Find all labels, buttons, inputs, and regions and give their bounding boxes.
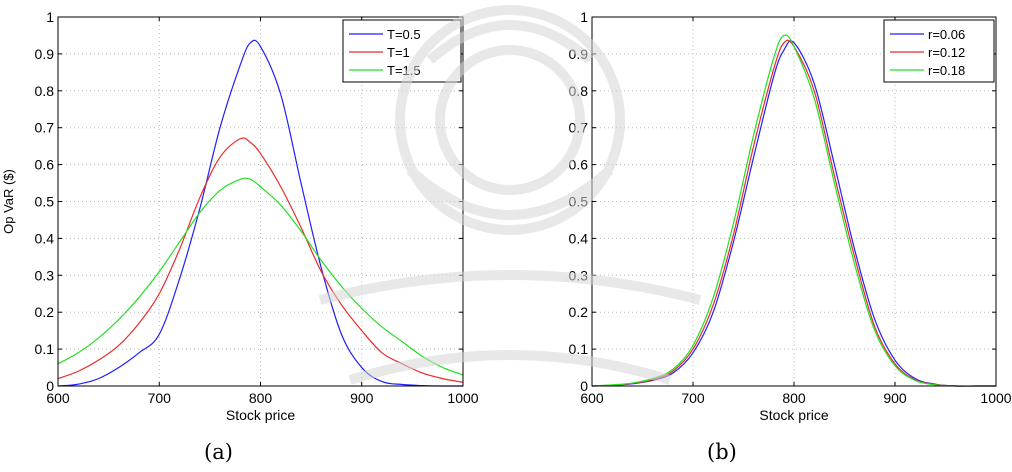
y-tick-label: 0.9: [35, 46, 55, 62]
x-tick-label: 900: [883, 390, 907, 406]
y-tick-label: 0.2: [569, 304, 589, 320]
series-line-T=1.5: [57, 177, 464, 376]
y-tick-label: 0.7: [569, 120, 589, 136]
legend-label: r=0.06: [928, 27, 965, 42]
legend-box: [883, 19, 995, 83]
x-tick-label: 1000: [447, 390, 478, 406]
y-tick-label: 0.6: [569, 157, 589, 173]
x-tick-label: 600: [580, 390, 604, 406]
y-tick-label: 0.1: [35, 341, 55, 357]
x-tick-label: 700: [681, 390, 705, 406]
y-tick-label: 1: [580, 9, 588, 25]
legend-label: T=0.5: [387, 27, 421, 42]
y-tick-label: 0.9: [569, 46, 589, 62]
y-tick-label: 0.5: [35, 194, 55, 210]
panel-a-caption: (a): [204, 440, 233, 464]
y-tick-label: 0.4: [569, 230, 589, 246]
y-tick-label: 0.5: [569, 194, 589, 210]
legend-label: T=1.5: [387, 63, 421, 78]
legend-label: r=0.18: [928, 63, 965, 78]
y-tick-label: 0.2: [35, 304, 55, 320]
y-tick-label: 0.1: [569, 341, 589, 357]
panel-b-caption: (b): [707, 440, 737, 464]
y-tick-label: 0.8: [569, 83, 589, 99]
x-tick-label: 800: [782, 390, 806, 406]
y-tick-label: 0: [46, 378, 54, 394]
legend: T=0.5 T=1 T=1.5: [342, 19, 462, 83]
y-axis-label: Op VaR ($): [1, 169, 16, 234]
x-tick-label: 800: [249, 390, 273, 406]
y-tick-label: 0.8: [35, 83, 55, 99]
y-tick-label: 0: [580, 378, 588, 394]
legend: r=0.06 r=0.12 r=0.18: [883, 19, 995, 83]
y-tick-label: 0.3: [35, 267, 55, 283]
x-tick-label: 700: [148, 390, 172, 406]
y-tick-label: 0.7: [35, 120, 55, 136]
x-tick-label: 1000: [980, 390, 1011, 406]
y-tick-label: 1: [46, 9, 54, 25]
y-tick-label: 0.4: [35, 230, 55, 246]
legend-label: T=1: [387, 45, 410, 60]
x-tick-label: 900: [350, 390, 374, 406]
legend-label: r=0.12: [928, 45, 965, 60]
chart-panel-b: 600 700 800 900 1000 0 0.1 0.2 0.3 0.4 0.5 0.6 0.7 0.…: [569, 9, 1012, 423]
x-tick-label: 600: [46, 390, 70, 406]
y-tick-label: 0.3: [569, 267, 589, 283]
y-tick-label: 0.6: [35, 157, 55, 173]
x-axis-label: Stock price: [226, 407, 295, 423]
x-axis-label: Stock price: [759, 407, 828, 423]
chart-panel-a: 600 700 800 900 1000 0 0.1 0.2 0.3 0.4 0.5 0.6 0.7 0.…: [1, 9, 479, 423]
